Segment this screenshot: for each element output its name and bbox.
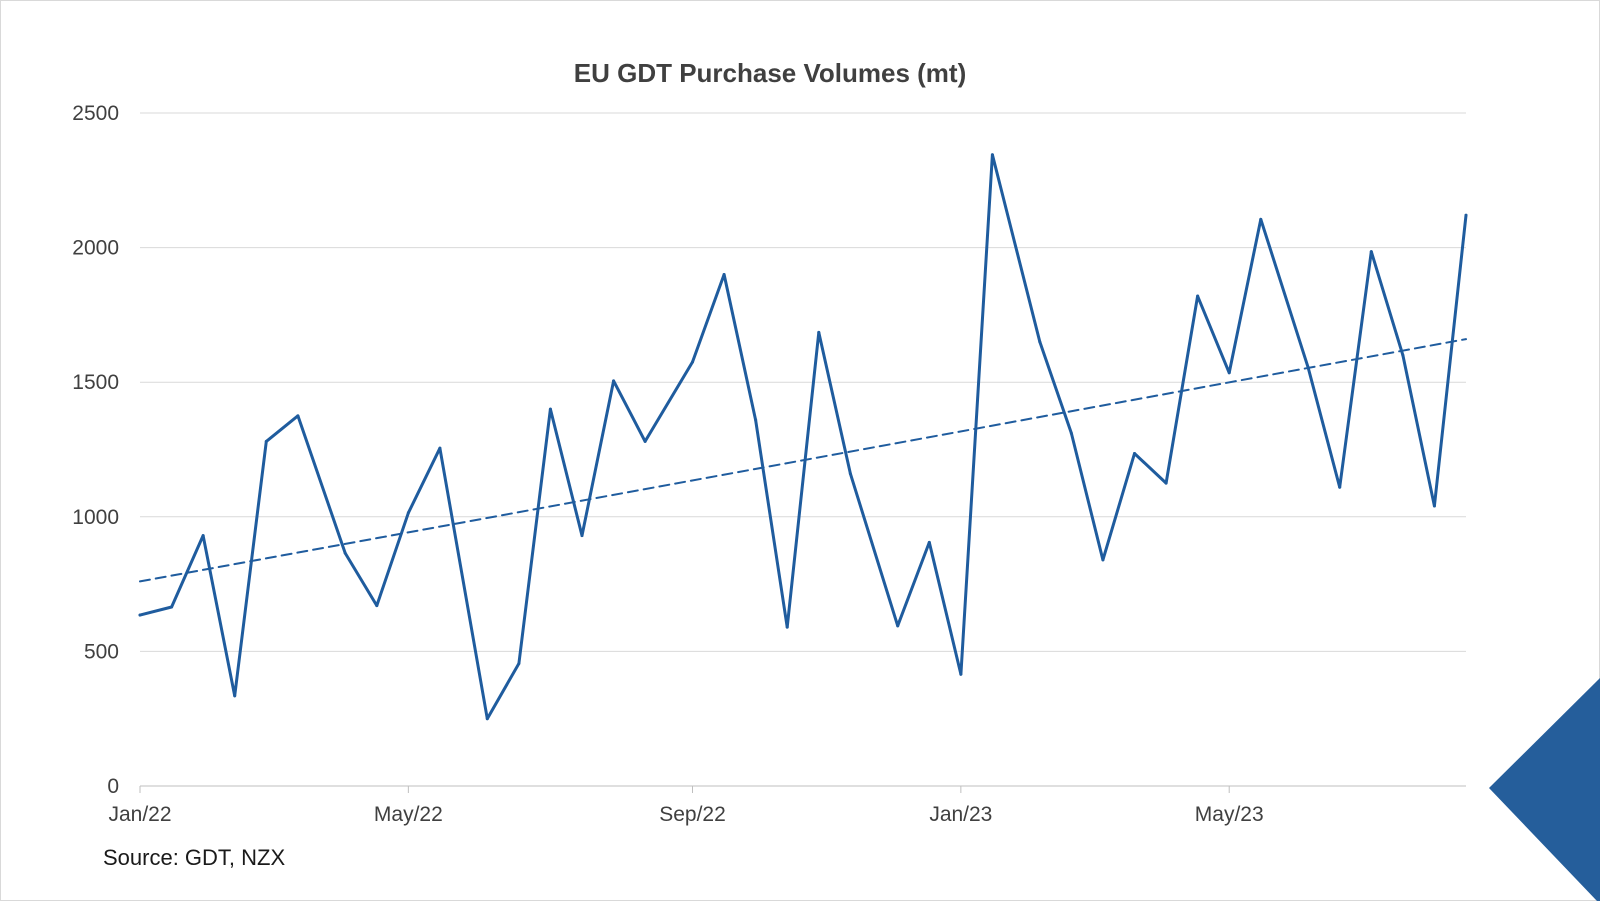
data-point [233,694,237,698]
x-tick-label: Sep/22 [659,803,726,826]
series-group [138,153,1468,721]
data-point [722,273,726,277]
data-point [1401,353,1405,357]
data-point [201,534,205,538]
source-note: Source: GDT, NZX [103,845,285,870]
data-point [848,472,852,476]
data-point [438,446,442,450]
data-point [1227,371,1231,375]
data-point [1369,250,1373,254]
data-point [1338,485,1342,489]
x-tick-label: Jan/22 [108,803,171,826]
data-point [612,379,616,383]
gridlines [140,112,1466,652]
x-tick-label: May/22 [374,803,443,826]
data-point [406,511,410,515]
data-point [375,604,379,608]
data-point [785,625,789,629]
data-point [1196,294,1200,298]
data-point [896,624,900,628]
corner-decoration [1489,678,1600,901]
data-point [1464,213,1468,217]
y-tick-label: 500 [84,640,119,663]
series-line [138,153,1468,721]
y-tick-label: 1500 [72,371,119,394]
data-point [1101,558,1105,562]
x-tick-label: Jan/23 [929,803,992,826]
data-point [517,662,521,666]
data-point [643,439,647,443]
data-point [264,439,268,443]
data-point [1069,431,1073,435]
y-axis-ticks: 0 500 1000 1500 2000 2500 [72,102,119,798]
data-point [343,551,347,555]
y-tick-label: 2500 [72,102,119,125]
data-point [1432,504,1436,508]
data-point [754,418,758,422]
trend-line [139,338,1467,583]
y-tick-label: 1000 [72,506,119,529]
data-point [296,414,300,418]
data-point [1164,481,1168,485]
y-tick-label: 0 [107,775,119,798]
data-point [580,534,584,538]
data-point [485,717,489,721]
x-axis: Jan/22 May/22 Sep/22 Jan/23 May/23 [108,785,1466,826]
data-point [990,153,994,157]
data-point [1259,217,1263,221]
data-point [927,540,931,544]
data-point [691,360,694,364]
data-point [1133,452,1136,456]
chart-title: EU GDT Purchase Volumes (mt) [574,58,967,88]
x-tick-label: May/23 [1195,803,1264,826]
data-point [1038,340,1042,344]
y-tick-label: 2000 [72,237,119,260]
data-point [548,407,552,411]
data-point [959,672,963,676]
data-point [138,613,142,617]
data-point [817,330,821,334]
data-point [170,605,174,609]
